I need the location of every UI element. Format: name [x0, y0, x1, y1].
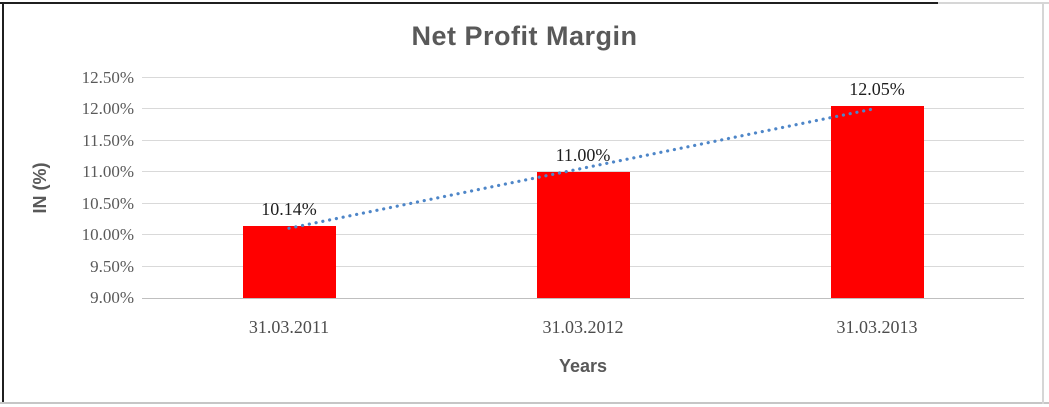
x-axis-line — [142, 298, 1024, 299]
x-category-label: 31.03.2011 — [248, 317, 330, 337]
data-label: 10.14% — [261, 199, 317, 220]
x-category-label: 31.03.2013 — [836, 317, 918, 337]
y-axis-tick-labels: 12.50% 12.00% 11.50% 11.00% 10.50% 10.00% 9.50… — [0, 68, 134, 307]
frame-left-border — [2, 2, 4, 403]
y-tick-label: 12.50% — [81, 68, 134, 87]
x-category-label: 31.03.2012 — [542, 317, 624, 337]
frame-bottom-border — [0, 402, 1049, 404]
data-label: 11.00% — [555, 145, 611, 166]
gridline — [142, 139, 1024, 141]
frame-top-border-dark — [0, 2, 938, 4]
gridline — [142, 108, 1024, 110]
y-tick-label: 11.50% — [82, 130, 134, 150]
y-tick-label: 10.00% — [81, 225, 134, 245]
gridline — [142, 77, 1024, 78]
gridline — [142, 171, 1024, 173]
y-tick-label: 9.50% — [90, 256, 134, 276]
x-axis-category-labels: 31.03.2011 31.03.2012 31.03.2013 — [142, 317, 1024, 339]
y-tick-label: 11.00% — [82, 162, 134, 182]
x-axis-title: Years — [558, 356, 608, 376]
data-label: 12.05% — [849, 79, 905, 100]
y-tick-label: 12.00% — [81, 99, 134, 119]
y-tick-label: 9.00% — [90, 288, 134, 307]
bar-31.03.2013 — [830, 106, 924, 298]
bar-31.03.2011 — [242, 226, 336, 298]
trendline — [287, 106, 879, 230]
plot-area: 10.14% 11.00% 12.05% — [142, 77, 1024, 299]
y-tick-label: 10.50% — [81, 193, 134, 213]
bar-31.03.2012 — [536, 172, 630, 298]
frame-right-border — [1042, 2, 1044, 404]
chart-title: Net Profit Margin — [411, 21, 638, 51]
